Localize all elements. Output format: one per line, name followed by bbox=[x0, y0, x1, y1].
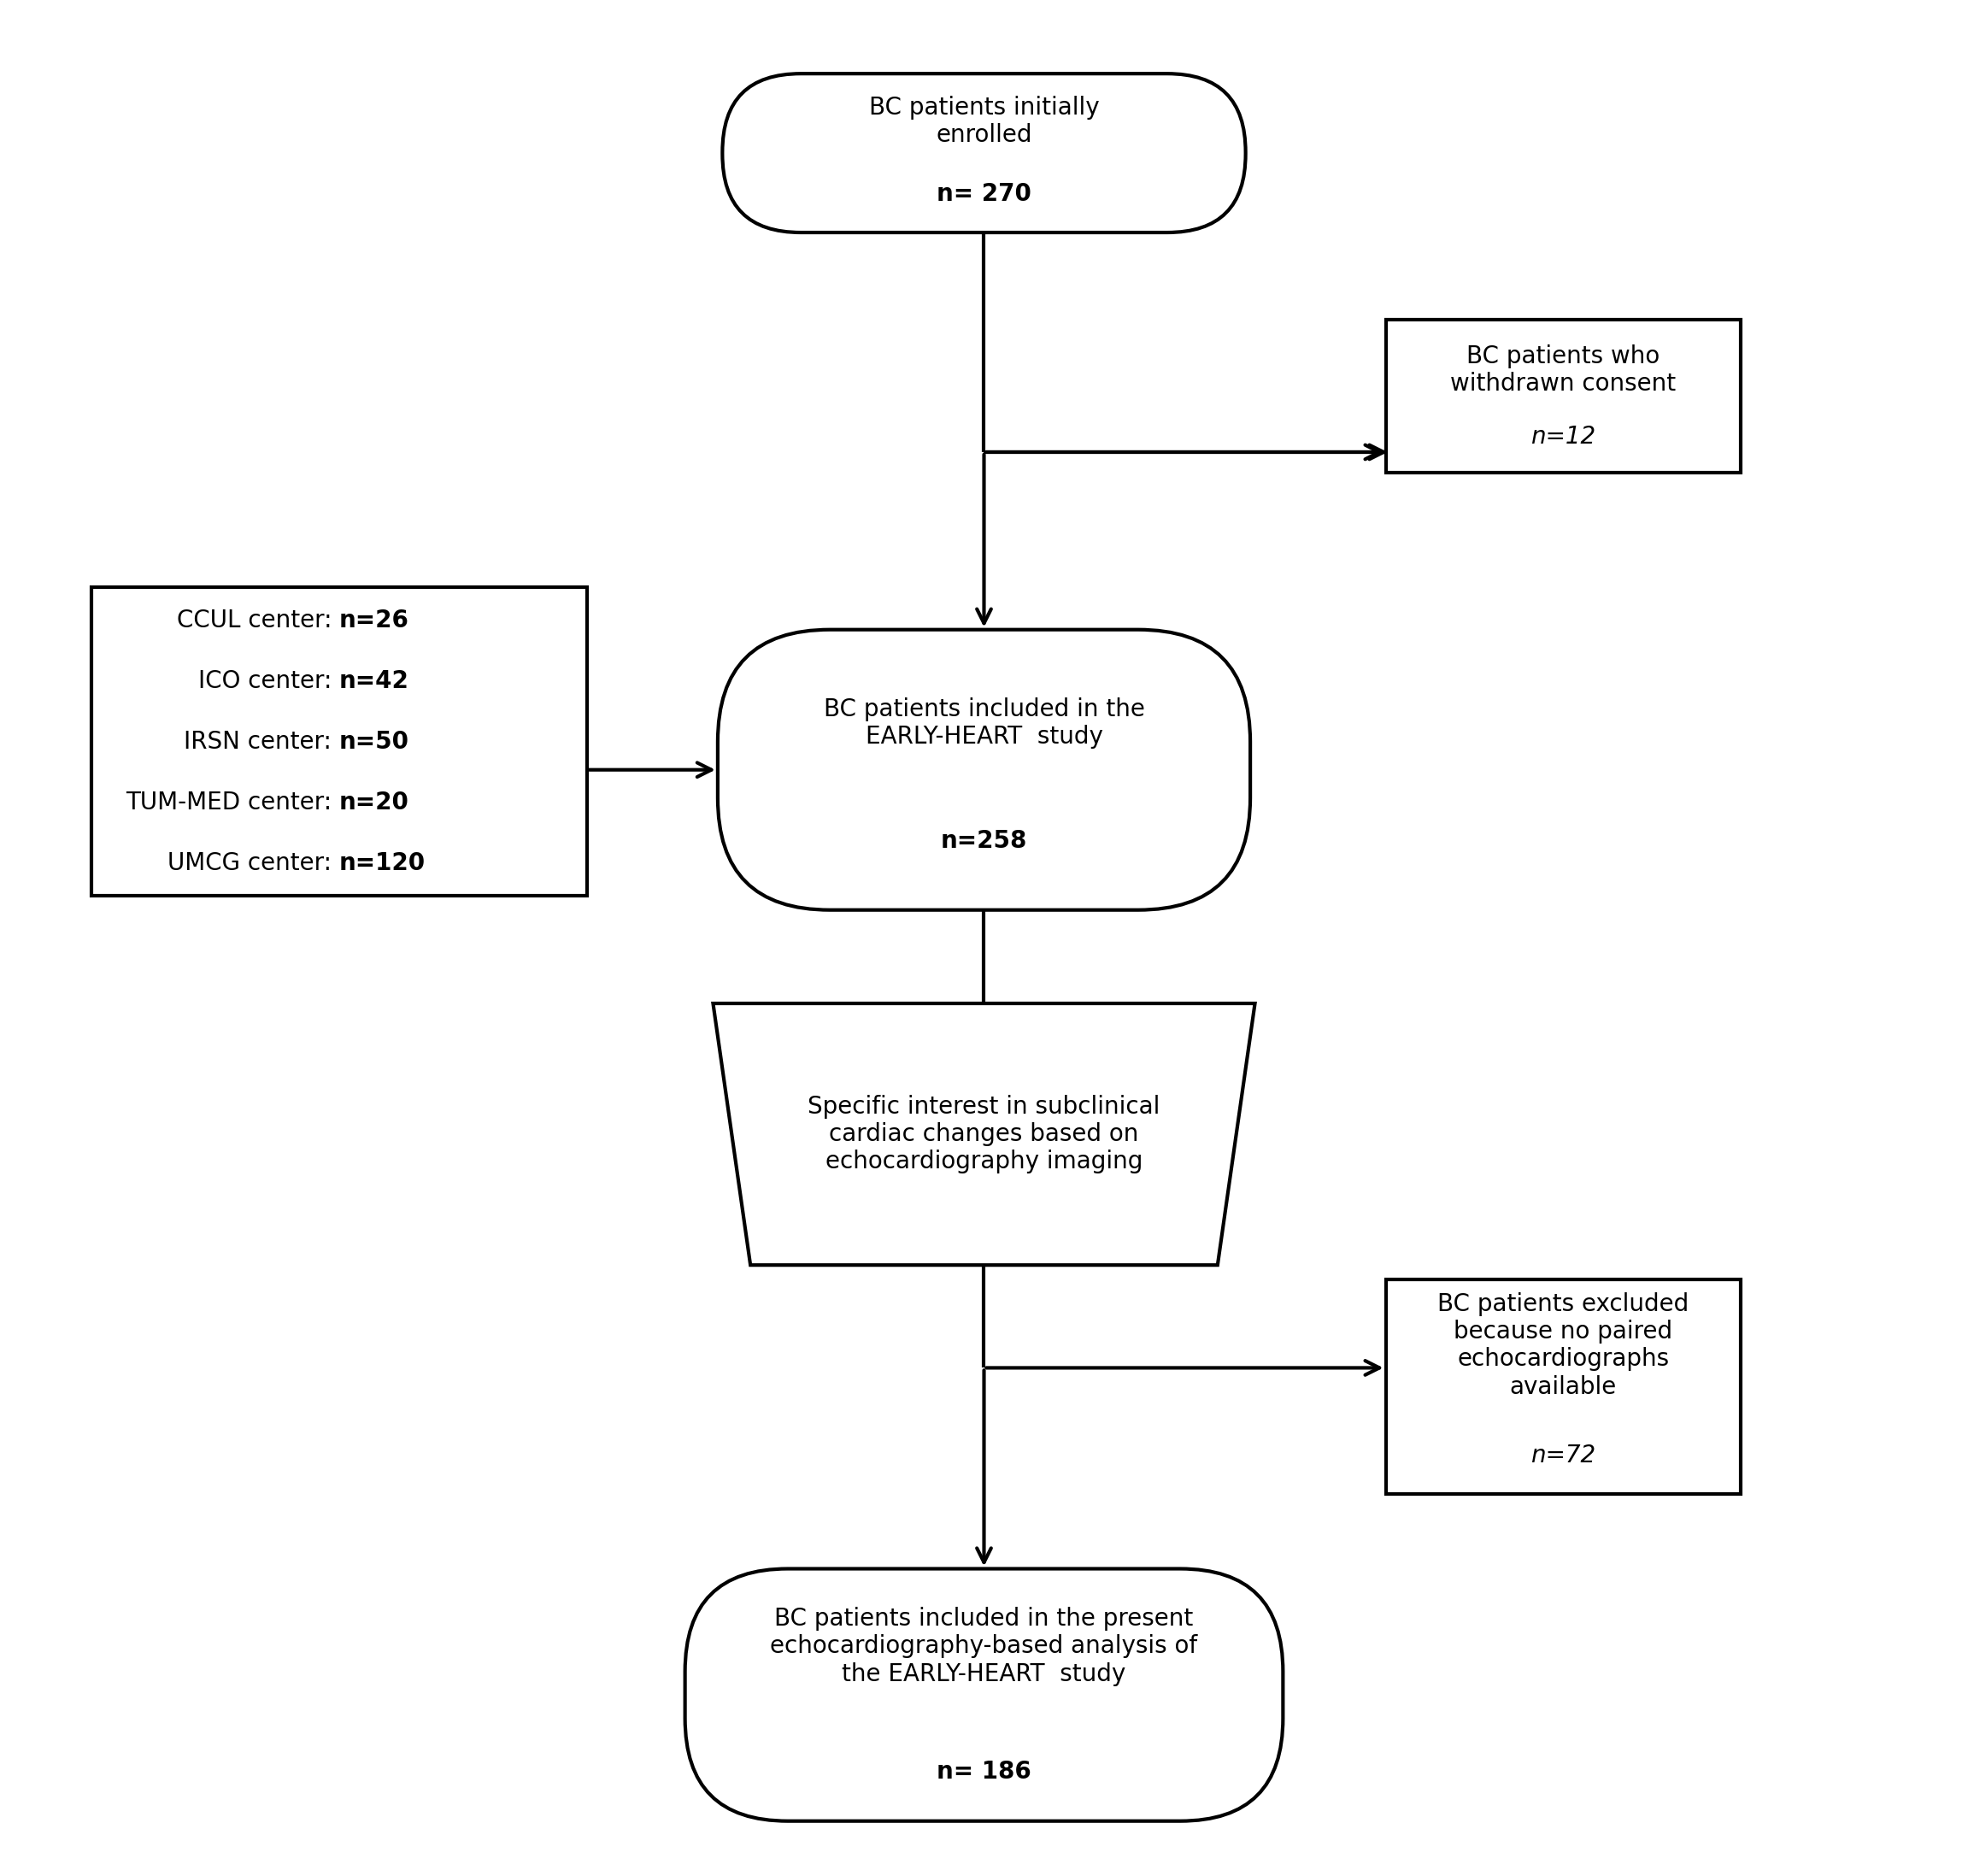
Text: BC patients included in the present
echocardiography-based analysis of
the EARLY: BC patients included in the present echo… bbox=[769, 1606, 1199, 1687]
Text: n=20: n=20 bbox=[338, 790, 409, 814]
Text: IRSN center:: IRSN center: bbox=[185, 730, 338, 754]
Text: ICO center:: ICO center: bbox=[199, 670, 338, 692]
Text: n=258: n=258 bbox=[941, 829, 1027, 854]
Text: UMCG center:: UMCG center: bbox=[167, 852, 338, 876]
Text: CCUL center:: CCUL center: bbox=[177, 608, 338, 632]
FancyBboxPatch shape bbox=[92, 587, 586, 897]
Text: BC patients who
withdrawn consent: BC patients who withdrawn consent bbox=[1450, 343, 1677, 396]
FancyBboxPatch shape bbox=[722, 73, 1246, 233]
FancyBboxPatch shape bbox=[685, 1568, 1283, 1822]
Text: Specific interest in subclinical
cardiac changes based on
echocardiography imagi: Specific interest in subclinical cardiac… bbox=[807, 1094, 1161, 1174]
Text: n=42: n=42 bbox=[338, 670, 409, 692]
FancyBboxPatch shape bbox=[1385, 1279, 1742, 1493]
Text: n=50: n=50 bbox=[338, 730, 409, 754]
Text: n=120: n=120 bbox=[338, 852, 425, 876]
Text: TUM-MED center:: TUM-MED center: bbox=[126, 790, 338, 814]
Text: n= 270: n= 270 bbox=[937, 182, 1031, 206]
FancyBboxPatch shape bbox=[1385, 319, 1742, 473]
Text: n=72: n=72 bbox=[1531, 1445, 1596, 1467]
Text: n=12: n=12 bbox=[1531, 426, 1596, 448]
Text: BC patients excluded
because no paired
echocardiographs
available: BC patients excluded because no paired e… bbox=[1437, 1293, 1689, 1399]
Polygon shape bbox=[712, 1004, 1256, 1264]
Text: BC patients initially
enrolled: BC patients initially enrolled bbox=[868, 96, 1100, 146]
Text: n= 186: n= 186 bbox=[937, 1760, 1031, 1784]
Text: BC patients included in the
EARLY-HEART  study: BC patients included in the EARLY-HEART … bbox=[823, 698, 1145, 749]
Text: n=26: n=26 bbox=[338, 608, 409, 632]
FancyBboxPatch shape bbox=[718, 630, 1250, 910]
